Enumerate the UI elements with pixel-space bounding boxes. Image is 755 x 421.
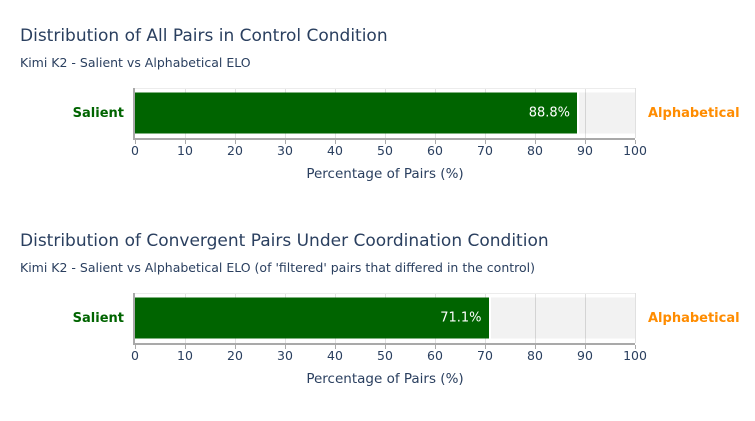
tick-label: 10: [177, 348, 193, 363]
tick-label: 70: [477, 348, 493, 363]
x-axis-line: [133, 138, 635, 140]
tick-label: 50: [377, 348, 393, 363]
x-axis-title: Percentage of Pairs (%): [306, 166, 464, 182]
tick-label: 20: [227, 143, 243, 158]
tick-mark: [535, 140, 536, 144]
tick-label: 100: [623, 143, 647, 158]
tick-mark: [635, 140, 636, 144]
tick-mark: [485, 140, 486, 144]
gridline: [535, 293, 536, 343]
tick-label: 60: [427, 348, 443, 363]
x-axis-title: Percentage of Pairs (%): [306, 371, 464, 387]
salient-bar: 88.8%: [135, 92, 579, 134]
chart-coordination-condition: Distribution of Convergent Pairs Under C…: [0, 231, 755, 421]
plot-area: 88.8% 0 10 20 30 40 50 60 70 80 90 100: [131, 88, 647, 158]
tick-mark: [385, 140, 386, 144]
chart-title: Distribution of Convergent Pairs Under C…: [20, 231, 549, 251]
category-label-alphabetical: Alphabetical: [648, 310, 740, 326]
category-label-salient: Salient: [72, 310, 124, 326]
tick-mark: [385, 345, 386, 349]
tick-label: 70: [477, 143, 493, 158]
tick-label: 60: [427, 143, 443, 158]
tick-mark: [185, 140, 186, 144]
tick-mark: [335, 140, 336, 144]
chart-control-condition: Distribution of All Pairs in Control Con…: [0, 26, 755, 216]
plot-area: 71.1% 0 10 20 30 40 50 60 70 80 90 100: [131, 293, 647, 363]
y-axis-line: [133, 293, 135, 345]
tick-label: 100: [623, 348, 647, 363]
tick-mark: [485, 345, 486, 349]
salient-bar: 71.1%: [135, 297, 491, 339]
gridline: [635, 293, 636, 343]
tick-mark: [135, 140, 136, 144]
tick-label: 40: [327, 348, 343, 363]
tick-mark: [285, 140, 286, 144]
tick-label: 0: [131, 348, 139, 363]
gridline: [635, 88, 636, 138]
plot-top-border: [135, 88, 635, 89]
chart-subtitle: Kimi K2 - Salient vs Alphabetical ELO: [20, 55, 251, 70]
tick-label: 80: [527, 143, 543, 158]
tick-label: 0: [131, 143, 139, 158]
x-axis-line: [133, 343, 635, 345]
chart-title: Distribution of All Pairs in Control Con…: [20, 26, 388, 46]
tick-label: 50: [377, 143, 393, 158]
category-label-alphabetical: Alphabetical: [648, 105, 740, 121]
tick-mark: [235, 345, 236, 349]
tick-mark: [335, 345, 336, 349]
alphabetical-remainder-bar: 71.1%: [135, 297, 635, 339]
tick-label: 10: [177, 143, 193, 158]
tick-label: 80: [527, 348, 543, 363]
gridline: [585, 293, 586, 343]
bar-value-label: 71.1%: [440, 310, 482, 326]
tick-mark: [435, 345, 436, 349]
chart-subtitle: Kimi K2 - Salient vs Alphabetical ELO (o…: [20, 260, 536, 275]
category-label-salient: Salient: [72, 105, 124, 121]
tick-label: 20: [227, 348, 243, 363]
tick-mark: [435, 140, 436, 144]
y-axis-line: [133, 88, 135, 140]
tick-mark: [635, 345, 636, 349]
bar-value-label: 88.8%: [528, 105, 570, 121]
alphabetical-remainder-bar: 88.8%: [135, 92, 635, 134]
tick-mark: [185, 345, 186, 349]
tick-mark: [585, 345, 586, 349]
tick-mark: [135, 345, 136, 349]
tick-label: 90: [577, 348, 593, 363]
tick-mark: [535, 345, 536, 349]
plot-top-border: [135, 293, 635, 294]
tick-mark: [585, 140, 586, 144]
tick-mark: [235, 140, 236, 144]
tick-label: 90: [577, 143, 593, 158]
gridline: [585, 88, 586, 138]
tick-label: 30: [277, 348, 293, 363]
tick-mark: [285, 345, 286, 349]
tick-label: 30: [277, 143, 293, 158]
tick-label: 40: [327, 143, 343, 158]
